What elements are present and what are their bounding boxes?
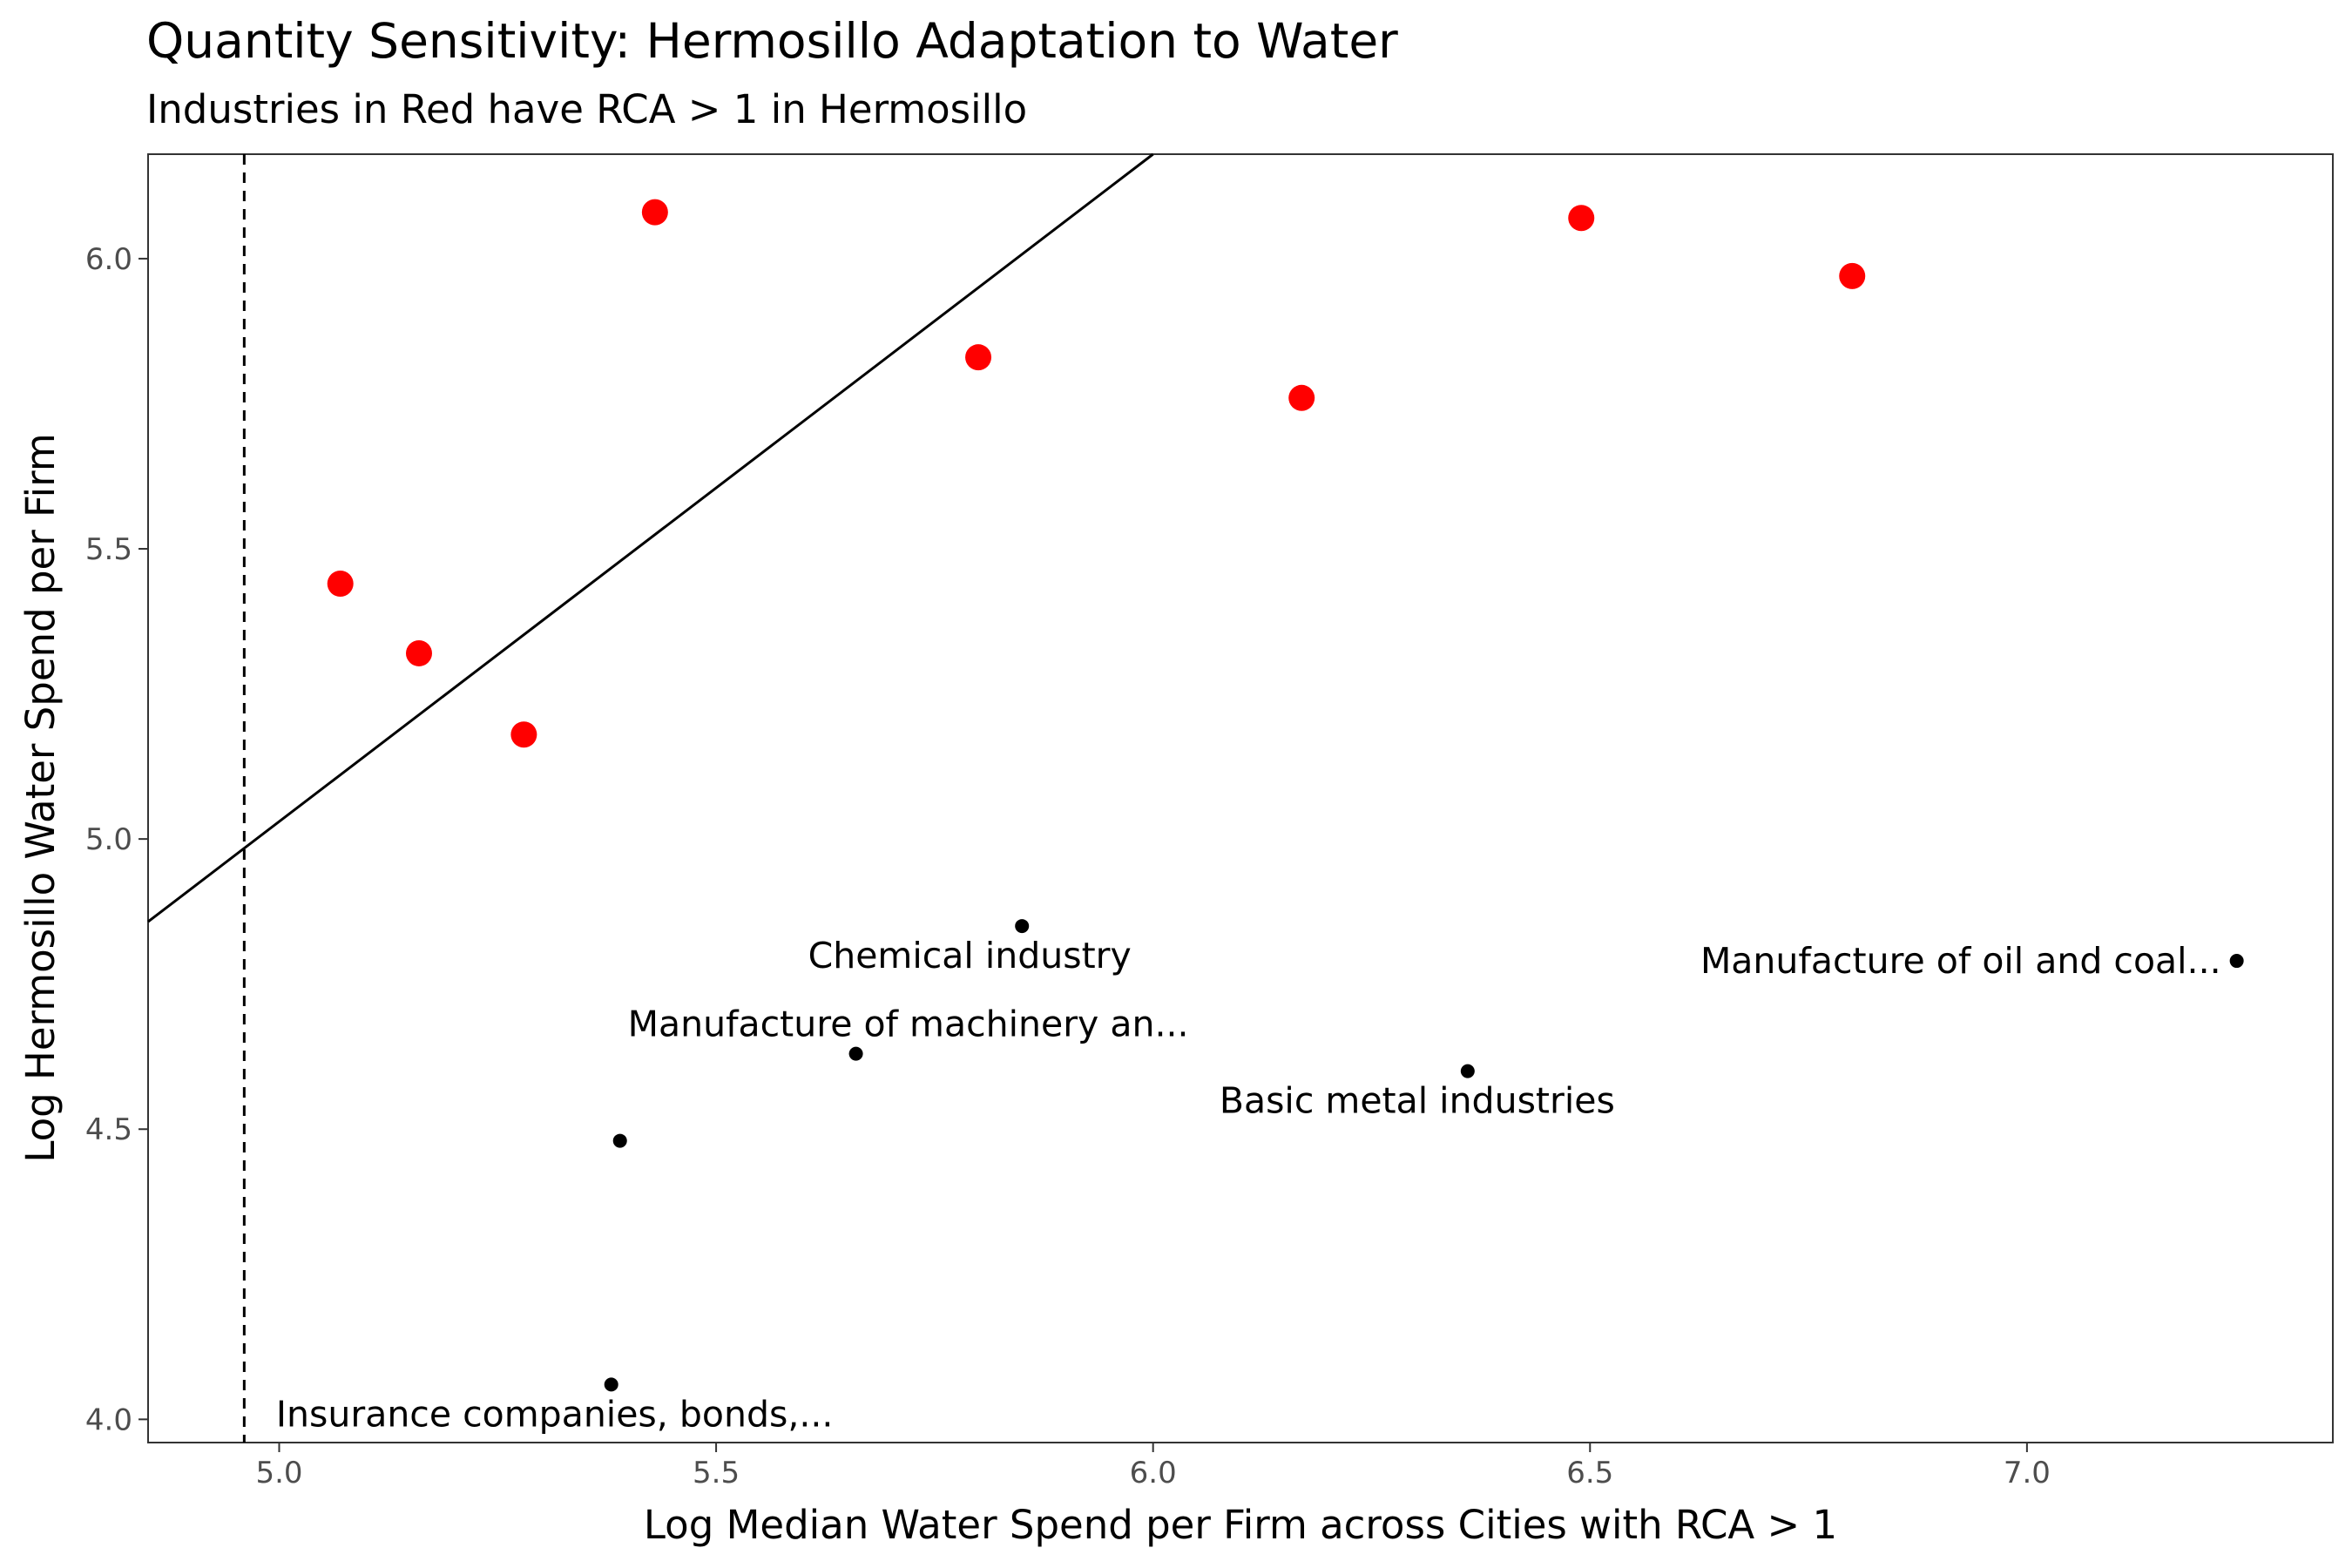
plot-panel-border [147, 153, 2334, 1443]
data-points [327, 199, 2244, 1392]
data-point-rca-above-1 [1568, 205, 1595, 232]
data-point-rca-above-1 [1839, 262, 1866, 289]
data-point-rca-above-1 [510, 721, 537, 748]
point-label: Insurance companies, bonds,... [276, 1393, 834, 1435]
data-point-other [1015, 919, 1030, 934]
point-label: Manufacture of machinery an... [628, 1004, 1189, 1045]
x-tick-label: 6.5 [1566, 1456, 1613, 1490]
data-point-other [2229, 954, 2244, 969]
data-point-other [612, 1133, 627, 1148]
x-tick-label: 6.0 [1130, 1456, 1177, 1490]
y-tick-label: 6.0 [85, 242, 132, 277]
y-axis-title: Log Hermosillo Water Spend per Firm [17, 433, 64, 1162]
x-axis-title: Log Median Water Spend per Firm across C… [644, 1502, 1837, 1548]
point-label: Manufacture of oil and coal... [1700, 940, 2221, 982]
y-tick-label: 4.0 [85, 1402, 132, 1437]
plot-area [147, 152, 2334, 1443]
y-tick-label: 5.5 [85, 532, 132, 567]
data-point-rca-above-1 [1288, 384, 1315, 411]
x-tick-label: 7.0 [2004, 1456, 2051, 1490]
y-tick-label: 4.5 [85, 1112, 132, 1147]
data-point-rca-above-1 [641, 199, 668, 226]
data-point-rca-above-1 [405, 639, 432, 666]
axis-ticks: 5.0 5.5 6.0 6.5 7.0 4.0 4.5 5.0 5.5 6.0 [85, 242, 2051, 1490]
data-point-rca-above-1 [327, 571, 354, 597]
point-label: Chemical industry [808, 935, 1132, 977]
chart-title: Quantity Sensitivity: Hermosillo Adaptat… [146, 13, 1398, 69]
data-point-rca-above-1 [965, 344, 992, 371]
point-label: Basic metal industries [1220, 1080, 1615, 1122]
data-point-other [848, 1046, 863, 1061]
y-tick-label: 5.0 [85, 822, 132, 857]
data-point-other [1460, 1064, 1475, 1078]
x-tick-label: 5.5 [693, 1456, 740, 1490]
data-point-other [604, 1377, 618, 1392]
point-labels: Chemical industry Manufacture of machiner… [276, 935, 2221, 1435]
x-tick-label: 5.0 [255, 1456, 302, 1490]
fit-line [147, 152, 1154, 923]
chart-subtitle: Industries in Red have RCA > 1 in Hermos… [146, 86, 1027, 132]
